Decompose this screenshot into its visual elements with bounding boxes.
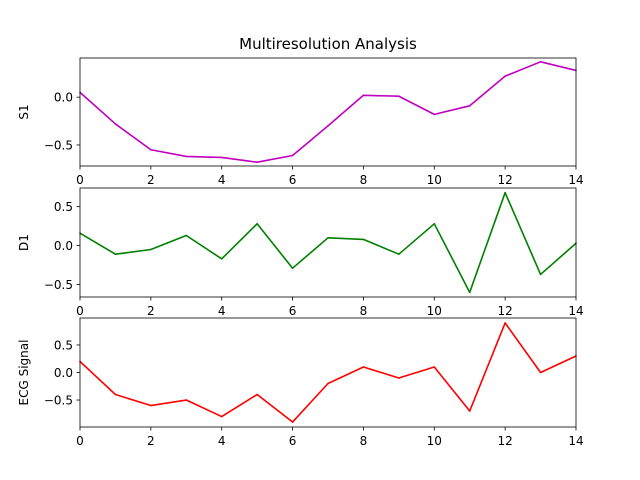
y-tick-label: 0.5 (54, 200, 73, 214)
data-point (433, 366, 436, 368)
data-point (468, 291, 471, 294)
data-point (114, 123, 117, 125)
x-tick-label: 4 (218, 434, 226, 448)
data-point (220, 156, 223, 159)
x-tick-label: 6 (289, 434, 297, 448)
y-tick-label: 0.0 (54, 366, 73, 380)
data-point (256, 161, 258, 163)
data-point (468, 410, 471, 412)
y-axis-label: D1 (17, 234, 31, 251)
data-point (185, 155, 188, 158)
x-tick-label: 12 (498, 304, 513, 318)
subplots: 0 2 4 6 8 10 12 14 0.0 −0.5 S1 0 2 4 6 8 10 12 14 0.5 0.0 −0.… (17, 57, 584, 448)
data-point (327, 125, 329, 127)
data-point (362, 366, 365, 368)
data-point (539, 371, 542, 374)
x-tick-label: 10 (427, 304, 442, 318)
data-point (362, 94, 365, 97)
data-point (114, 253, 117, 255)
x-tick-label: 2 (147, 173, 155, 187)
x-tick-label: 6 (289, 304, 297, 318)
x-tick-label: 10 (427, 173, 442, 187)
data-point (398, 253, 400, 255)
x-tick-label: 4 (218, 173, 226, 187)
data-point (433, 113, 436, 116)
x-tick-label: 0 (76, 434, 84, 448)
x-tick-label: 2 (147, 304, 155, 318)
data-point (150, 248, 152, 251)
y-tick-label: 0.0 (54, 91, 73, 105)
subplot-3: 0 2 4 6 8 10 12 14 0.5 0.0 −0.5 ECG Signal (17, 317, 584, 448)
subplot-2: 0 2 4 6 8 10 12 14 0.5 0.0 −0.5 D1 (17, 187, 584, 318)
x-tick-label: 14 (568, 434, 583, 448)
data-point (327, 382, 329, 385)
axes-frame (79, 187, 577, 298)
data-point (291, 154, 294, 157)
y-axis-label: ECG Signal (17, 340, 31, 406)
data-point (185, 399, 188, 401)
x-tick-label: 4 (218, 304, 226, 318)
data-point (256, 393, 258, 396)
y-tick-label: −0.5 (44, 138, 73, 152)
data-point (504, 75, 506, 77)
x-tick-label: 6 (289, 173, 297, 187)
x-tick-label: 0 (76, 173, 84, 187)
data-point (539, 61, 542, 63)
y-tick-label: −0.5 (44, 394, 73, 408)
x-tick-label: 12 (498, 173, 513, 187)
data-point (150, 148, 152, 151)
x-tick-label: 8 (360, 173, 368, 187)
data-point (468, 104, 471, 107)
y-axis-label: S1 (17, 104, 31, 119)
data-point (539, 273, 542, 276)
data-point (185, 234, 188, 237)
subplot-1: 0 2 4 6 8 10 12 14 0.0 −0.5 S1 (17, 57, 584, 187)
data-point (256, 223, 258, 225)
x-tick-label: 14 (568, 304, 583, 318)
figure-title: Multiresolution Analysis (239, 35, 417, 53)
data-point (398, 377, 400, 379)
data-point (220, 415, 223, 418)
data-point (398, 95, 400, 98)
data-point (291, 267, 294, 269)
x-tick-label: 12 (498, 434, 513, 448)
x-tick-label: 8 (360, 304, 368, 318)
x-tick-label: 0 (76, 304, 84, 318)
data-point (291, 421, 294, 423)
data-point (504, 322, 506, 324)
data-point (220, 258, 223, 260)
data-point (433, 223, 436, 225)
axes-frame (79, 57, 577, 167)
data-point (114, 393, 117, 396)
x-tick-label: 14 (568, 173, 583, 187)
data-point (504, 191, 506, 194)
x-tick-label: 8 (360, 434, 368, 448)
y-tick-label: −0.5 (44, 278, 73, 292)
x-tick-label: 10 (427, 434, 442, 448)
y-tick-label: 0.0 (54, 239, 73, 253)
data-point (362, 238, 365, 241)
x-tick-label: 2 (147, 434, 155, 448)
data-point (327, 237, 329, 239)
y-tick-label: 0.5 (54, 338, 73, 352)
data-point (150, 404, 152, 407)
